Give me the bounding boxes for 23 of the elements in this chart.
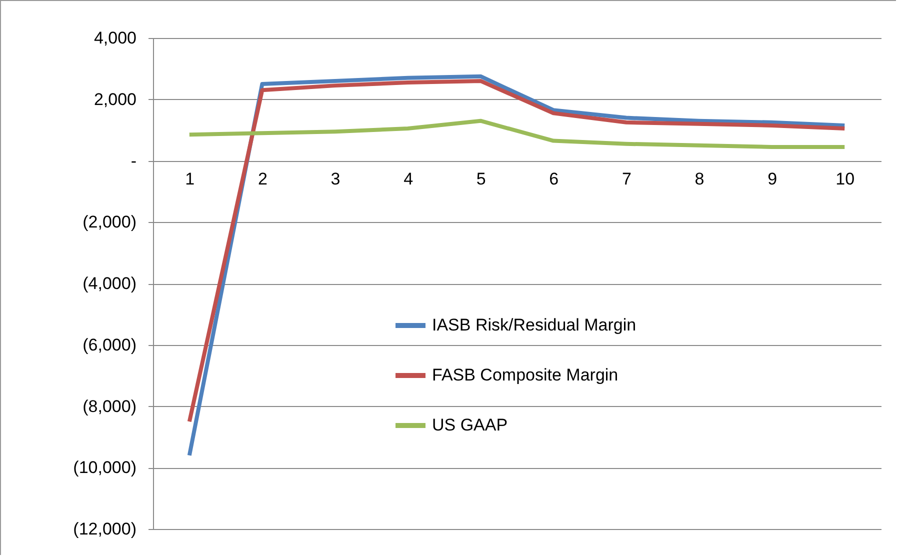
y-tick-label: 2,000 [94,90,136,109]
x-tick-label: 7 [622,169,632,188]
x-tick-label: 10 [836,169,855,188]
y-tick-label: (8,000) [82,396,136,416]
y-tick-label: - [130,151,136,170]
y-tick-label: (2,000) [82,212,136,232]
y-tick-label: (4,000) [82,274,136,293]
x-tick-label: 2 [258,169,268,188]
x-tick-label: 5 [476,169,486,188]
y-tick-label: (10,000) [73,458,136,478]
y-tick-label: 4,000 [94,28,136,48]
legend-label: IASB Risk/Residual Margin [432,316,636,334]
y-tick-label: (6,000) [82,335,136,354]
legend-label: US GAAP [432,416,508,434]
x-tick-label: 1 [185,169,195,188]
x-tick-label: 4 [404,169,414,188]
x-tick-label: 6 [549,169,559,188]
x-tick-label: 9 [768,169,778,188]
line-series [187,118,847,149]
y-tick-label: (12,000) [73,520,136,538]
x-tick-label: 8 [694,169,704,188]
legend-label: FASB Composite Margin [432,366,618,384]
x-tick-label: 3 [330,169,340,188]
